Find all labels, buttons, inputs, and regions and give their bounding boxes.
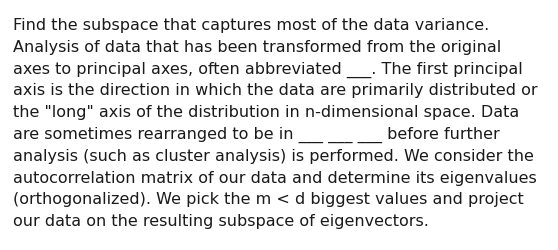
- Text: Find the subspace that captures most of the data variance.: Find the subspace that captures most of …: [13, 18, 489, 33]
- Text: analysis (such as cluster analysis) is performed. We consider the: analysis (such as cluster analysis) is p…: [13, 148, 534, 163]
- Text: the "long" axis of the distribution in n-dimensional space. Data: the "long" axis of the distribution in n…: [13, 105, 519, 120]
- Text: Analysis of data that has been transformed from the original: Analysis of data that has been transform…: [13, 40, 501, 54]
- Text: autocorrelation matrix of our data and determine its eigenvalues: autocorrelation matrix of our data and d…: [13, 170, 537, 185]
- Text: axis is the direction in which the data are primarily distributed or: axis is the direction in which the data …: [13, 83, 537, 98]
- Text: axes to principal axes, often abbreviated ___. The first principal: axes to principal axes, often abbreviate…: [13, 61, 523, 78]
- Text: are sometimes rearranged to be in ___ ___ ___ before further: are sometimes rearranged to be in ___ __…: [13, 126, 500, 143]
- Text: our data on the resulting subspace of eigenvectors.: our data on the resulting subspace of ei…: [13, 213, 429, 228]
- Text: (orthogonalized). We pick the m < d biggest values and project: (orthogonalized). We pick the m < d bigg…: [13, 192, 524, 206]
